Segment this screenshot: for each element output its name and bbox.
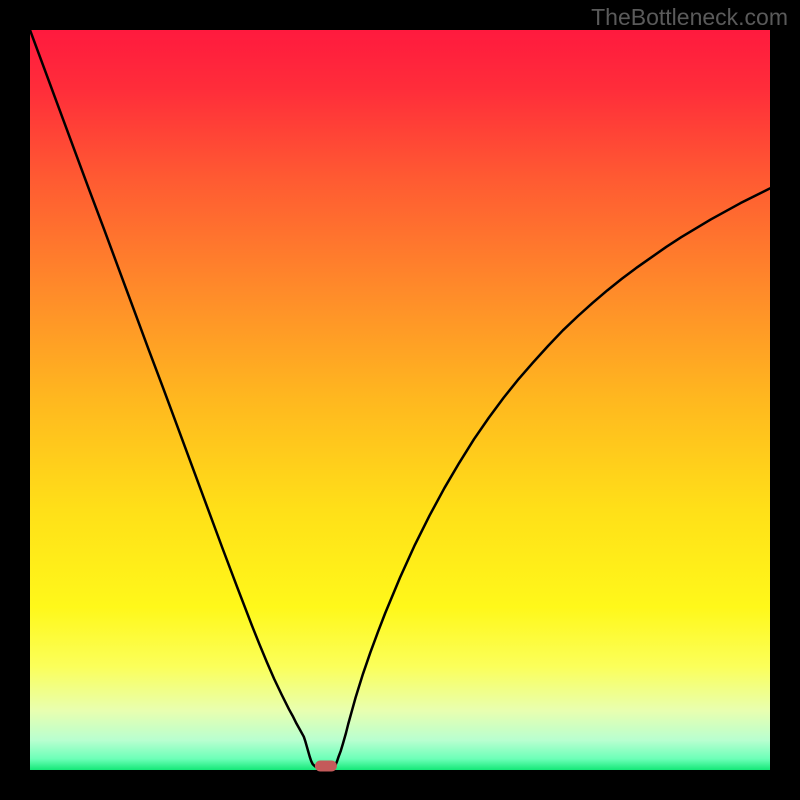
chart-frame: TheBottleneck.com	[0, 0, 800, 800]
optimum-marker	[315, 760, 337, 771]
bottleneck-curve	[30, 30, 770, 770]
watermark-text: TheBottleneck.com	[591, 4, 788, 31]
plot-area	[30, 30, 770, 770]
